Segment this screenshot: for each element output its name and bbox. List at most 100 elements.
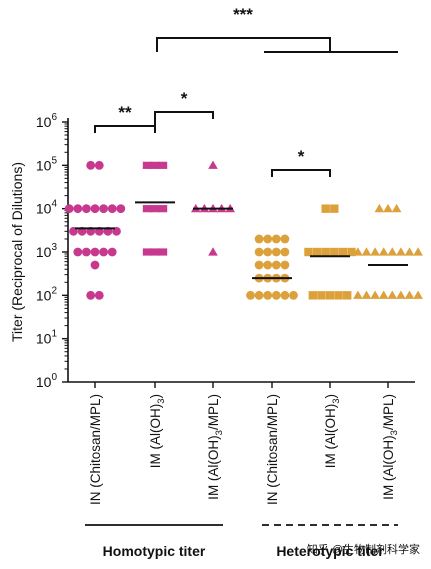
- data-point: [330, 247, 339, 257]
- data-point: [99, 204, 108, 214]
- data-point: [142, 248, 152, 256]
- data-point: [73, 247, 83, 257]
- data-point: [86, 290, 96, 300]
- data-point: [304, 247, 313, 257]
- y-tick-label: 100: [36, 372, 58, 390]
- data-point: [271, 247, 281, 257]
- y-tick-label: 104: [36, 199, 58, 217]
- data-point: [338, 247, 348, 257]
- data-point: [387, 247, 398, 256]
- x-tick-label: IM (Al(OH)3/MPL): [206, 394, 225, 500]
- data-point: [289, 290, 298, 300]
- data-point: [413, 290, 423, 299]
- watermark-text: 知乎 @生物制剂科学家: [307, 542, 420, 556]
- y-tick-label: 102: [36, 285, 58, 303]
- data-point: [391, 203, 402, 213]
- data-point: [94, 290, 104, 300]
- data-point: [263, 290, 273, 300]
- data-point: [378, 290, 389, 299]
- bracket-3-4-line: [271, 169, 331, 177]
- x-tick-label: IM (Al(OH)3): [148, 394, 167, 468]
- bracket-1-2-label: *: [181, 89, 188, 108]
- bracket-0-1-label: **: [118, 103, 132, 122]
- data-point: [254, 234, 264, 244]
- data-point: [90, 204, 100, 214]
- data-point: [404, 290, 415, 299]
- data-point: [116, 204, 126, 214]
- data-point: [86, 160, 96, 170]
- x-tick-label: IM (Al(OH)3/MPL): [381, 394, 400, 500]
- data-point: [370, 247, 380, 256]
- data-point: [263, 260, 273, 270]
- data-point: [361, 290, 372, 299]
- data-point: [73, 204, 83, 214]
- y-tick-label: 103: [36, 242, 58, 260]
- bracket-0-1-line: [94, 125, 156, 133]
- data-point: [208, 247, 218, 256]
- data-point: [383, 203, 393, 213]
- data-point: [99, 247, 108, 257]
- data-point: [271, 260, 281, 270]
- group-label: Homotypic titer: [103, 543, 206, 559]
- x-tick-labels: IN (Chitosan/MPL) IM (Al(OH)3) IM (Al(OH)3…: [88, 394, 400, 505]
- group-bracket-label: ***: [233, 5, 253, 24]
- data-point: [353, 247, 363, 256]
- bracket-3-4-label: *: [298, 147, 305, 166]
- data-point: [90, 247, 100, 257]
- data-point: [280, 290, 290, 300]
- data-point: [90, 260, 100, 270]
- data-point: [107, 204, 117, 214]
- data-point: [107, 247, 117, 257]
- group-labels: Homotypic titer Heterotypic titer: [85, 524, 398, 559]
- x-tick-label: IN (Chitosan/MPL): [88, 394, 103, 505]
- data-point: [263, 234, 273, 244]
- mean-lines: [75, 201, 408, 280]
- data-point: [263, 247, 273, 257]
- data-points: [64, 160, 423, 300]
- data-point: [343, 291, 352, 300]
- data-point: [246, 290, 255, 300]
- data-point: [254, 260, 264, 270]
- data-point: [142, 205, 152, 213]
- data-point: [353, 290, 363, 299]
- data-point: [150, 205, 160, 213]
- data-point: [271, 290, 281, 300]
- data-point: [325, 291, 335, 300]
- data-point: [254, 290, 264, 300]
- data-point: [208, 160, 218, 169]
- data-point: [347, 247, 356, 257]
- data-point: [330, 204, 339, 213]
- data-point: [158, 205, 168, 213]
- data-point: [308, 291, 317, 300]
- x-tick-label: IM (Al(OH)3): [323, 394, 342, 468]
- axes: 100 101 102 103 104 105 106 Titer (Reciprocal o…: [9, 112, 415, 390]
- data-point: [142, 161, 152, 169]
- data-point: [254, 247, 264, 257]
- y-tick-label: 106: [36, 112, 58, 130]
- data-point: [321, 204, 330, 213]
- data-point: [334, 291, 343, 300]
- data-point: [404, 247, 415, 256]
- data-point: [82, 204, 91, 214]
- data-point: [317, 291, 326, 300]
- data-point: [280, 234, 290, 244]
- data-point: [64, 204, 74, 214]
- data-point: [150, 161, 160, 169]
- data-point: [361, 247, 372, 256]
- x-tick-label: IN (Chitosan/MPL): [265, 394, 280, 505]
- data-point: [280, 260, 290, 270]
- group-label: Heterotypic titer: [276, 543, 384, 559]
- data-point: [321, 247, 330, 257]
- data-point: [82, 247, 91, 257]
- group-bracket-line: [156, 37, 331, 52]
- data-point: [374, 203, 385, 213]
- data-point: [94, 160, 104, 170]
- data-point: [370, 290, 380, 299]
- data-point: [271, 234, 281, 244]
- data-point: [150, 248, 160, 256]
- data-point: [312, 247, 322, 257]
- y-tick-label: 105: [36, 155, 58, 173]
- data-point: [387, 290, 398, 299]
- data-point: [413, 247, 423, 256]
